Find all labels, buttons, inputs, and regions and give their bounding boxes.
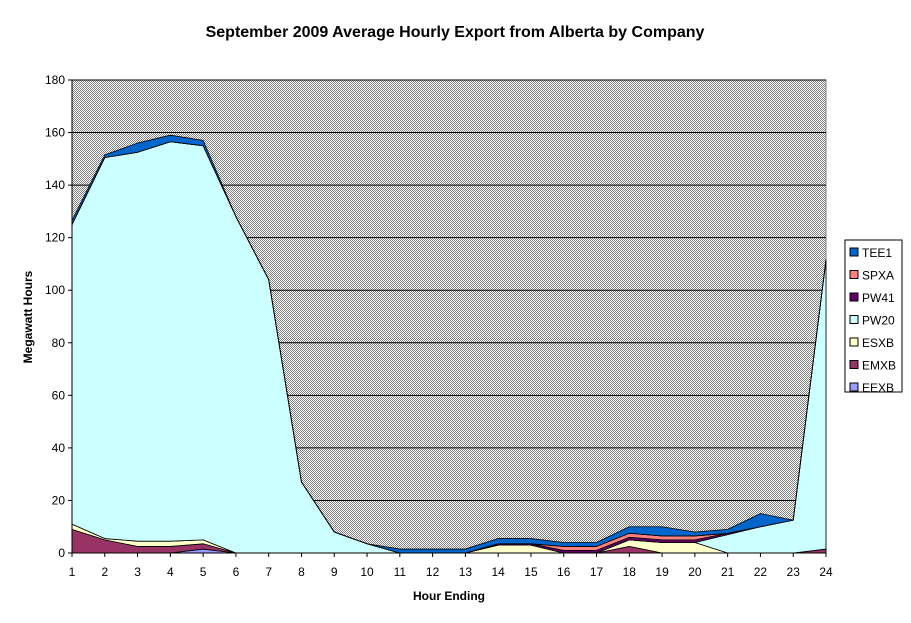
legend-items: TEE1 SPXA PW41 PW20 ESXB EMXB EEXB [849,246,896,395]
legend-swatch-pw20 [849,315,859,324]
legend-label-emxb: EMXB [862,359,896,373]
x-tick-label: 13 [459,565,473,579]
x-tick-label: 10 [360,565,374,579]
x-tick-label: 4 [167,565,174,579]
y-tick-label: 140 [45,178,65,192]
y-axis-ticks: 0 20 40 60 80 100 120 140 160 180 [45,73,72,560]
y-tick-label: 20 [52,493,66,507]
x-tick-label: 20 [688,565,702,579]
x-tick-label: 15 [524,565,538,579]
legend-label-eexb: EEXB [862,381,894,395]
x-tick-label: 14 [491,565,505,579]
legend-label-tee1: TEE1 [862,246,892,260]
legend-swatch-pw41 [849,292,859,302]
y-tick-label: 100 [45,283,65,297]
y-tick-label: 80 [52,336,66,350]
x-axis-title: Hour Ending [413,589,485,603]
x-tick-label: 11 [394,565,407,579]
y-axis-title: Megawatt Hours [21,270,35,363]
x-tick-label: 23 [787,565,801,579]
legend-swatch-spxa [849,270,859,279]
x-tick-label: 8 [298,565,305,579]
x-tick-label: 24 [819,565,833,579]
legend-swatch-tee1 [849,247,859,257]
y-tick-label: 120 [45,231,65,245]
x-tick-label: 16 [557,565,571,579]
legend-label-esxb: ESXB [862,336,894,350]
y-tick-label: 180 [45,73,65,87]
x-tick-label: 22 [754,565,768,579]
legend-swatch-esxb [849,337,859,347]
x-tick-label: 1 [69,565,76,579]
x-tick-label: 19 [655,565,669,579]
x-tick-label: 18 [623,565,637,579]
legend-swatch-eexb [849,382,859,392]
x-tick-label: 9 [331,565,338,579]
y-tick-label: 160 [45,126,65,140]
x-tick-label: 3 [134,565,141,579]
area-tee1 [71,134,827,554]
x-tick-label: 7 [265,565,272,579]
x-tick-label: 6 [233,565,240,579]
legend-swatch-emxb [849,360,859,369]
legend: TEE1 SPXA PW41 PW20 ESXB EMXB EEXB [844,239,903,395]
x-tick-label: 5 [200,565,207,579]
y-tick-label: 40 [52,441,66,455]
x-tick-label: 21 [721,565,735,579]
y-tick-label: 0 [58,546,65,560]
x-tick-label: 17 [590,565,604,579]
chart-title: September 2009 Average Hourly Export fro… [206,24,705,41]
x-tick-label: 12 [426,565,440,579]
y-tick-label: 60 [52,388,66,402]
legend-label-pw41: PW41 [862,291,895,305]
legend-label-pw20: PW20 [862,314,895,328]
x-axis-ticks: 1 2 3 4 5 6 7 8 9 10 11 12 13 14 15 16 17 18 19 20 21 22 23 24 [69,553,833,579]
x-tick-label: 2 [101,565,108,579]
legend-label-spxa: SPXA [862,269,894,283]
